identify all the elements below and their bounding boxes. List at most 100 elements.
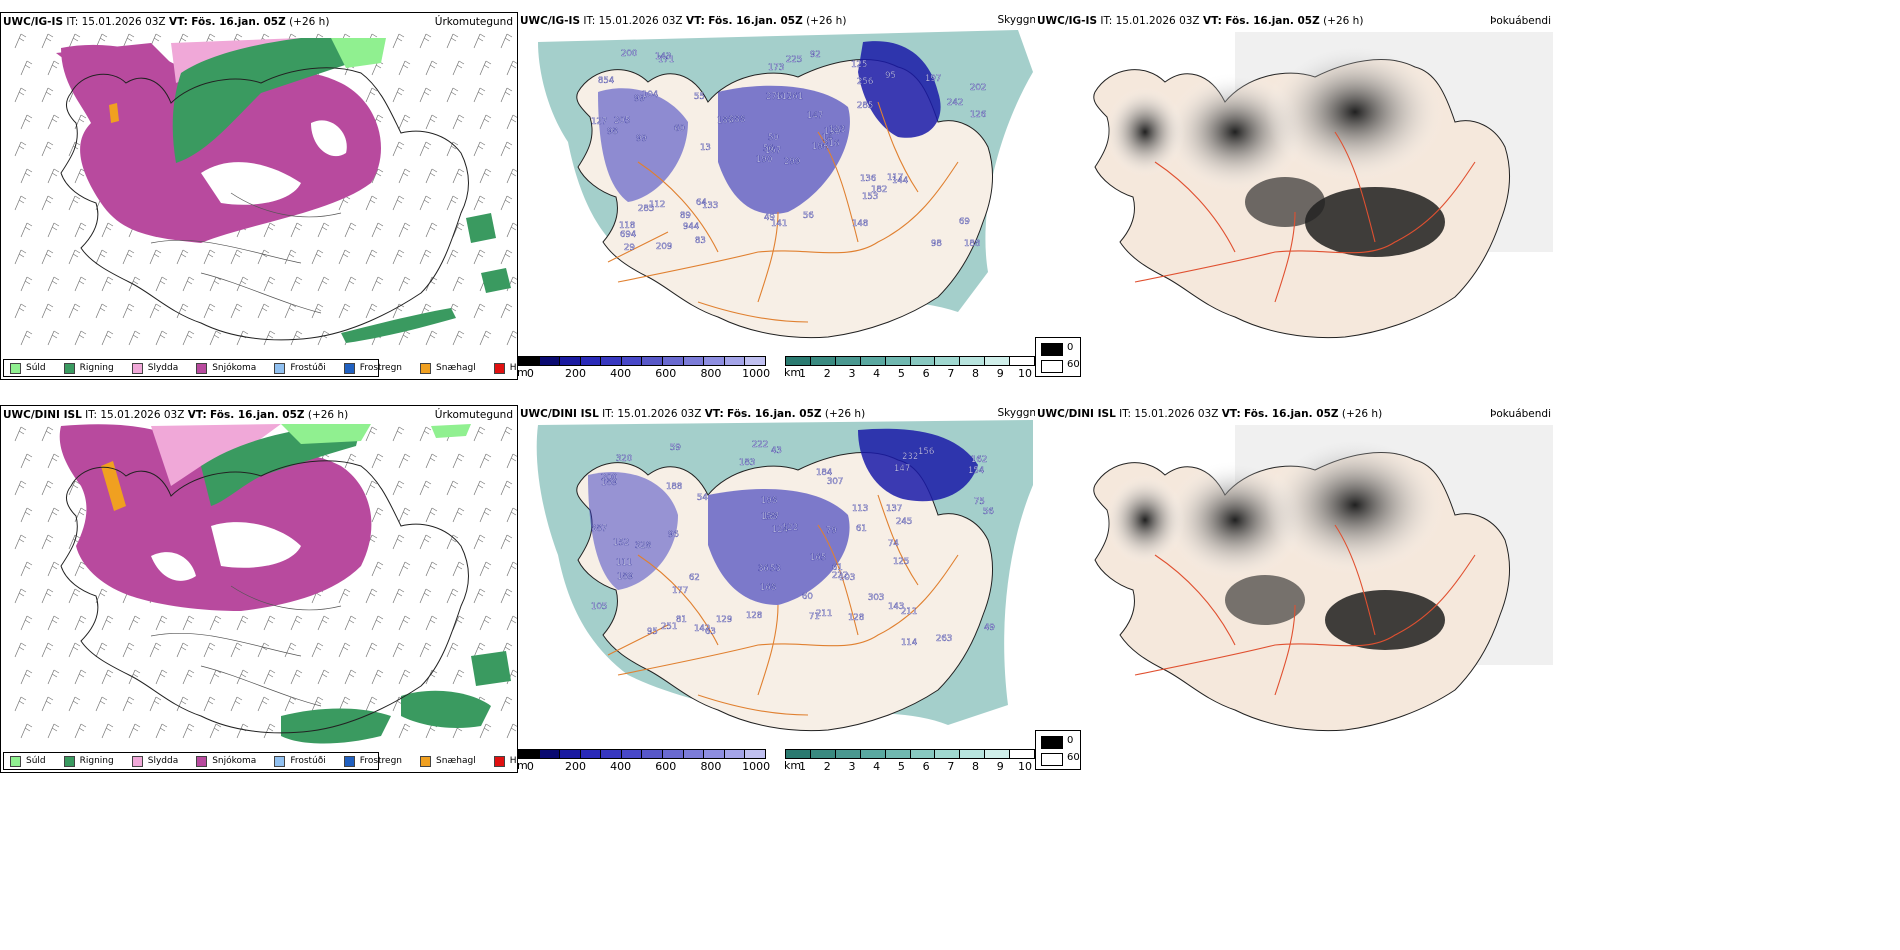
ceiling-label: 103 xyxy=(839,573,855,583)
precip-legend-label: Haglél xyxy=(509,363,517,373)
colorbar-tick-label: 3 xyxy=(848,760,856,773)
vt-label: VT: xyxy=(685,15,705,27)
wind-barb xyxy=(263,330,276,346)
vt-label: VT: xyxy=(1202,15,1222,27)
wind-barb xyxy=(446,642,459,658)
colorbar-cell xyxy=(519,750,540,758)
wind-barb xyxy=(338,249,351,265)
rain-patch-e2 xyxy=(481,268,511,293)
wind-barb xyxy=(398,330,411,346)
fog-blob xyxy=(1325,590,1445,650)
wind-barb xyxy=(14,33,27,49)
colorbar-cell xyxy=(885,357,911,365)
colorbar-cell xyxy=(642,357,664,365)
fog-legend-min: 60 xyxy=(1067,359,1080,370)
ceiling-colorbar-ticks: 0 200 400 600 800 1000 xyxy=(518,759,770,773)
low-ceiling-area-2 xyxy=(708,489,850,605)
colorbar-cell xyxy=(580,357,602,365)
fog-index-panel-top: UWC/IG-IS IT: 15.01.2026 03Z VT: Fös. 16… xyxy=(1035,12,1553,380)
wind-barb xyxy=(371,222,384,238)
wind-barb xyxy=(236,330,249,346)
colorbar-tick-label: 600 xyxy=(655,367,677,380)
wind-barb xyxy=(392,426,405,442)
wind-barb xyxy=(20,60,33,76)
vt-label: VT: xyxy=(1221,408,1241,420)
ceiling-label: 104 xyxy=(642,90,658,100)
ceiling-label: 143 xyxy=(655,52,671,62)
wind-barb xyxy=(392,249,405,265)
wind-barb xyxy=(236,723,249,739)
drizzle-area-2 xyxy=(431,424,471,438)
ceiling-label: 141 xyxy=(771,219,787,229)
wind-barb xyxy=(182,669,195,685)
colorbar-cell xyxy=(683,357,705,365)
wind-barb xyxy=(398,276,411,292)
precip-legend-label: Rigning xyxy=(79,363,114,373)
wind-barb xyxy=(365,480,378,496)
wind-barb xyxy=(290,615,303,631)
colorbar-cell xyxy=(601,357,622,365)
wind-barb xyxy=(101,669,114,685)
ceiling-label: 200 xyxy=(621,49,637,59)
wind-barb xyxy=(371,615,384,631)
precip-legend-item: Rigning xyxy=(63,362,114,374)
it-label: IT: xyxy=(583,15,596,27)
wind-barb xyxy=(398,453,411,469)
wind-barb xyxy=(122,696,135,712)
wind-barb xyxy=(20,453,33,469)
colorbar-tick-label: 200 xyxy=(565,760,587,773)
vt-value: Fös. 16.jan. 05Z xyxy=(1225,15,1320,27)
wind-barb xyxy=(209,330,222,346)
wind-barb xyxy=(506,168,517,184)
colorbar-tick-label: 10 xyxy=(1018,367,1032,380)
wind-barb xyxy=(122,642,135,658)
ceiling-label: 49 xyxy=(764,213,775,223)
iceland-outline xyxy=(60,460,469,734)
dry-gap-2 xyxy=(151,552,196,581)
it-label: IT: xyxy=(602,408,615,420)
wind-barb xyxy=(365,303,378,319)
wind-barb xyxy=(425,453,438,469)
ceiling-label: 36 xyxy=(758,564,769,574)
wind-barb xyxy=(500,696,513,712)
precip-legend-swatch xyxy=(493,362,505,374)
precip-legend-item: Snæhagl xyxy=(420,362,476,374)
wind-barb xyxy=(338,642,351,658)
ceiling-map-bottom: 387 43 137 162 200 263 328 307 198 156 122 125 222 18… xyxy=(536,420,1033,732)
ceiling-label: 50 xyxy=(768,133,779,143)
ceiling-label: 133 xyxy=(702,201,718,211)
colorbar-cell xyxy=(835,357,861,365)
fog-index-panel-bottom: UWC/DINI ISL IT: 15.01.2026 03Z VT: Fös.… xyxy=(1035,405,1553,773)
wind-barb xyxy=(392,141,405,157)
precip-legend: Súld Rigning Slydda Snjókoma Frostúði Frostre… xyxy=(3,752,517,770)
wind-barb xyxy=(230,303,243,319)
colorbar-cell xyxy=(860,750,886,758)
panel-title: Úrkomutegund xyxy=(434,16,513,28)
snow-area xyxy=(61,44,381,243)
ceiling-label: 299 xyxy=(784,157,800,167)
ceiling-label: 173 xyxy=(768,63,784,73)
road-network xyxy=(1134,131,1476,303)
model-name: UWC/IG-IS xyxy=(1037,15,1098,27)
wind-barb xyxy=(41,534,54,550)
wind-barb xyxy=(203,303,216,319)
wind-barb xyxy=(74,723,87,739)
rain-patch-e xyxy=(466,213,496,243)
wind-barb xyxy=(473,33,486,49)
precip-legend-swatch xyxy=(131,755,143,767)
ceiling-label: 105 xyxy=(591,602,607,612)
wind-barb xyxy=(506,723,517,739)
wind-barb xyxy=(479,330,492,346)
wind-barb xyxy=(47,669,60,685)
wind-barb xyxy=(101,723,114,739)
colorbar-tick-label: 2 xyxy=(823,367,831,380)
wind-barb xyxy=(344,669,357,685)
wind-barb xyxy=(398,723,411,739)
wind-barb xyxy=(452,330,465,346)
ceiling-label: 944 xyxy=(683,222,699,232)
precip-legend-item: Rigning xyxy=(63,755,114,767)
precip-legend-label: Frostregn xyxy=(359,756,403,766)
ceiling-label: 59 xyxy=(670,443,681,453)
wind-barb xyxy=(452,453,465,469)
wind-barb xyxy=(500,426,513,442)
